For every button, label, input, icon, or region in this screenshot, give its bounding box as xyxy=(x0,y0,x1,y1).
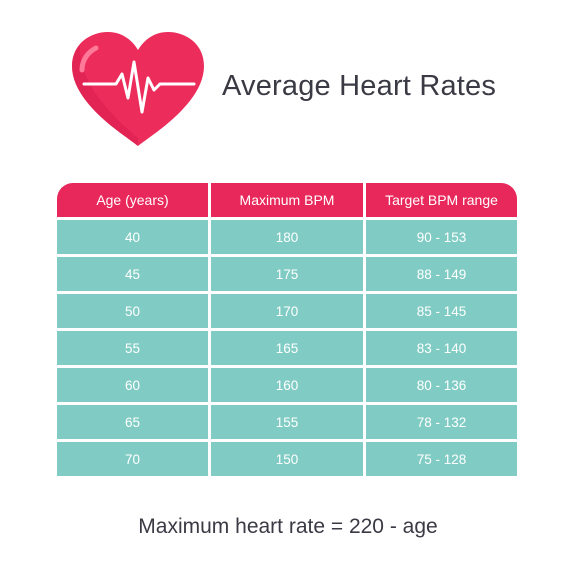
cell-max-bpm: 175 xyxy=(211,257,363,291)
page-title: Average Heart Rates xyxy=(222,70,497,102)
cell-age: 65 xyxy=(57,405,208,439)
cell-age: 60 xyxy=(57,368,208,402)
cell-max-bpm: 170 xyxy=(211,294,363,328)
formula-caption: Maximum heart rate = 220 - age xyxy=(138,515,438,538)
cell-max-bpm: 165 xyxy=(211,331,363,365)
cell-age: 40 xyxy=(57,220,208,254)
cell-age: 45 xyxy=(57,257,208,291)
cell-max-bpm: 180 xyxy=(211,220,363,254)
cell-max-bpm: 150 xyxy=(211,442,363,476)
heart-rate-table: Age (years) Maximum BPM Target BPM range… xyxy=(57,183,517,476)
cell-age: 55 xyxy=(57,331,208,365)
cell-age: 70 xyxy=(57,442,208,476)
cell-max-bpm: 155 xyxy=(211,405,363,439)
header-age: Age (years) xyxy=(57,183,208,217)
cell-target-range: 85 - 145 xyxy=(366,294,517,328)
header-max-bpm: Maximum BPM xyxy=(211,183,363,217)
cell-target-range: 75 - 128 xyxy=(366,442,517,476)
cell-target-range: 83 - 140 xyxy=(366,331,517,365)
heart-pulse-icon xyxy=(66,28,210,150)
cell-age: 50 xyxy=(57,294,208,328)
cell-target-range: 90 - 153 xyxy=(366,220,517,254)
cell-max-bpm: 160 xyxy=(211,368,363,402)
cell-target-range: 88 - 149 xyxy=(366,257,517,291)
header-target-range: Target BPM range xyxy=(366,183,517,217)
cell-target-range: 80 - 136 xyxy=(366,368,517,402)
cell-target-range: 78 - 132 xyxy=(366,405,517,439)
